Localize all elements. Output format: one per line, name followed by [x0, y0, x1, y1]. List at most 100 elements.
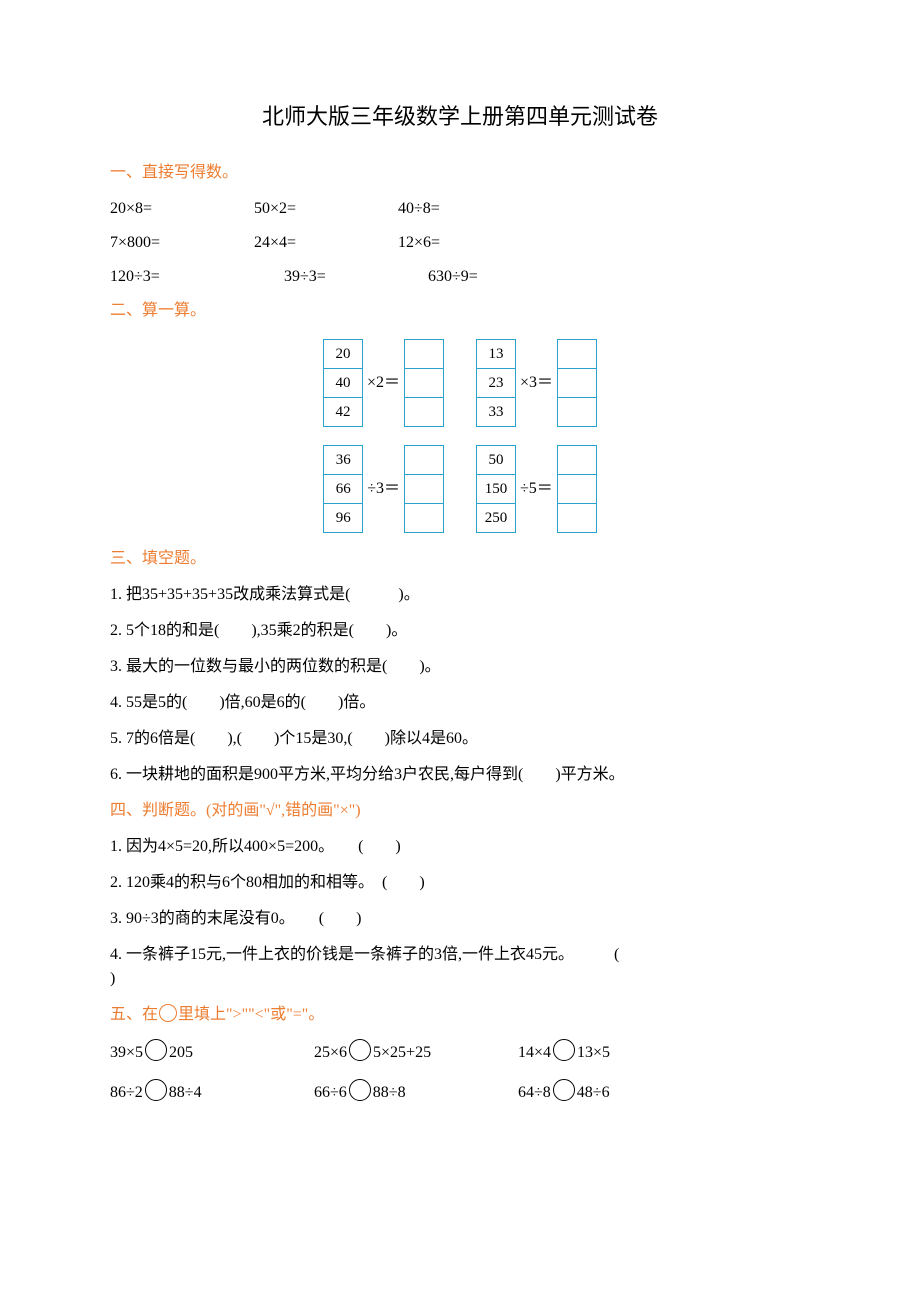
- s3-q4: 4. 55是5的( )倍,60是6的( )倍。: [110, 691, 810, 715]
- s1-r1-c: 40÷8=: [398, 197, 538, 221]
- s5-r2-a: 86÷2 88÷4: [110, 1079, 310, 1105]
- cell: 250: [477, 504, 516, 533]
- cell: 23: [477, 369, 516, 398]
- s1-r2-c: 12×6=: [398, 231, 538, 255]
- expr: 13×5: [577, 1044, 610, 1061]
- cell: 20: [323, 340, 362, 369]
- circle-icon: [159, 1004, 177, 1022]
- cell: [405, 369, 444, 398]
- circle-icon: [145, 1079, 167, 1101]
- s2-block2: 13 23 33 ×3＝: [476, 339, 597, 427]
- s1-r1-b: 50×2=: [254, 197, 394, 221]
- section4-head: 四、判断题。(对的画"√",错的画"×"): [110, 799, 810, 823]
- s5-row1: 39×5 205 25×6 5×25+25 14×4 13×5: [110, 1039, 810, 1065]
- s3-q6: 6. 一块耕地的面积是900平方米,平均分给3户农民,每户得到( )平方米。: [110, 763, 810, 787]
- s3-q1: 1. 把35+35+35+35改成乘法算式是( )。: [110, 583, 810, 607]
- s2-b3-in: 36 66 96: [323, 445, 363, 533]
- s3-q3: 3. 最大的一位数与最小的两位数的积是( )。: [110, 655, 810, 679]
- s4-q1: 1. 因为4×5=20,所以400×5=200。 ( ): [110, 835, 810, 859]
- s5-r2-c: 64÷8 48÷6: [518, 1079, 718, 1105]
- s5-row2: 86÷2 88÷4 66÷6 88÷8 64÷8 48÷6: [110, 1079, 810, 1105]
- s4-q3: 3. 90÷3的商的末尾没有0。 ( ): [110, 907, 810, 931]
- cell: 40: [323, 369, 362, 398]
- s2-block3: 36 66 96 ÷3＝: [323, 445, 444, 533]
- s1-r2-a: 7×800=: [110, 231, 250, 255]
- cell: 150: [477, 475, 516, 504]
- s5-r1-a: 39×5 205: [110, 1039, 310, 1065]
- cell: [557, 475, 596, 504]
- s1-r3-b: 39÷3=: [284, 265, 424, 289]
- page-title: 北师大版三年级数学上册第四单元测试卷: [110, 100, 810, 133]
- s5-head-b: 里填上">""<"或"="。: [178, 1006, 324, 1023]
- expr: 25×6: [314, 1044, 347, 1061]
- s1-r1-a: 20×8=: [110, 197, 250, 221]
- expr: 205: [169, 1044, 193, 1061]
- s2-b2-op: ×3＝: [520, 371, 553, 395]
- s2-b1-op: ×2＝: [367, 371, 400, 395]
- s2-b2-in: 13 23 33: [476, 339, 516, 427]
- cell: 50: [477, 446, 516, 475]
- s2-block4: 50 150 250 ÷5＝: [476, 445, 597, 533]
- s4-q4b: ): [110, 970, 115, 987]
- cell: [405, 475, 444, 504]
- s1-row2: 7×800= 24×4= 12×6=: [110, 231, 810, 255]
- s2-b4-out: [557, 445, 597, 533]
- expr: 88÷4: [169, 1084, 202, 1101]
- circle-icon: [349, 1079, 371, 1101]
- cell: [557, 446, 596, 475]
- s5-r2-b: 66÷6 88÷8: [314, 1079, 514, 1105]
- cell: 13: [477, 340, 516, 369]
- s1-r3-a: 120÷3=: [110, 265, 280, 289]
- expr: 5×25+25: [373, 1044, 431, 1061]
- s2-b3-out: [404, 445, 444, 533]
- cell: 96: [324, 504, 363, 533]
- s1-row3: 120÷3= 39÷3= 630÷9=: [110, 265, 810, 289]
- s3-q2: 2. 5个18的和是( ),35乘2的积是( )。: [110, 619, 810, 643]
- cell: [558, 340, 597, 369]
- expr: 64÷8: [518, 1084, 551, 1101]
- section5-head: 五、在 里填上">""<"或"="。: [110, 1003, 810, 1027]
- expr: 88÷8: [373, 1084, 406, 1101]
- cell: [405, 398, 444, 427]
- s5-head-a: 五、在: [110, 1006, 158, 1023]
- cell: 36: [324, 446, 363, 475]
- section1-head: 一、直接写得数。: [110, 161, 810, 185]
- s2-b3-op: ÷3＝: [367, 477, 400, 501]
- s1-row1: 20×8= 50×2= 40÷8=: [110, 197, 810, 221]
- cell: [557, 504, 596, 533]
- circle-icon: [145, 1039, 167, 1061]
- cell: [405, 340, 444, 369]
- s2-tables: 20 40 42 ×2＝ 13 23 33 ×3＝: [110, 335, 810, 537]
- cell: [558, 398, 597, 427]
- s2-b2-out: [557, 339, 597, 427]
- s5-r1-c: 14×4 13×5: [518, 1039, 718, 1065]
- expr: 86÷2: [110, 1084, 143, 1101]
- cell: [405, 504, 444, 533]
- expr: 14×4: [518, 1044, 551, 1061]
- cell: [558, 369, 597, 398]
- s1-r2-b: 24×4=: [254, 231, 394, 255]
- s4-q4: 4. 一条裤子15元,一件上衣的价钱是一条裤子的3倍,一件上衣45元。 ( ): [110, 943, 810, 991]
- section2-head: 二、算一算。: [110, 299, 810, 323]
- cell: 42: [323, 398, 362, 427]
- cell: 33: [477, 398, 516, 427]
- s3-q5: 5. 7的6倍是( ),( )个15是30,( )除以4是60。: [110, 727, 810, 751]
- expr: 66÷6: [314, 1084, 347, 1101]
- s2-block1: 20 40 42 ×2＝: [323, 339, 444, 427]
- s2-b4-op: ÷5＝: [520, 477, 553, 501]
- s1-r3-c: 630÷9=: [428, 265, 568, 289]
- cell: 66: [324, 475, 363, 504]
- expr: 48÷6: [577, 1084, 610, 1101]
- s2-b4-in: 50 150 250: [476, 445, 516, 533]
- s4-q4a: 4. 一条裤子15元,一件上衣的价钱是一条裤子的3倍,一件上衣45元。 (: [110, 946, 619, 963]
- s2-b1-out: [404, 339, 444, 427]
- s2-b1-in: 20 40 42: [323, 339, 363, 427]
- circle-icon: [553, 1039, 575, 1061]
- expr: 39×5: [110, 1044, 143, 1061]
- circle-icon: [349, 1039, 371, 1061]
- circle-icon: [553, 1079, 575, 1101]
- s4-q2: 2. 120乘4的积与6个80相加的和相等。 ( ): [110, 871, 810, 895]
- section3-head: 三、填空题。: [110, 547, 810, 571]
- cell: [405, 446, 444, 475]
- s5-r1-b: 25×6 5×25+25: [314, 1039, 514, 1065]
